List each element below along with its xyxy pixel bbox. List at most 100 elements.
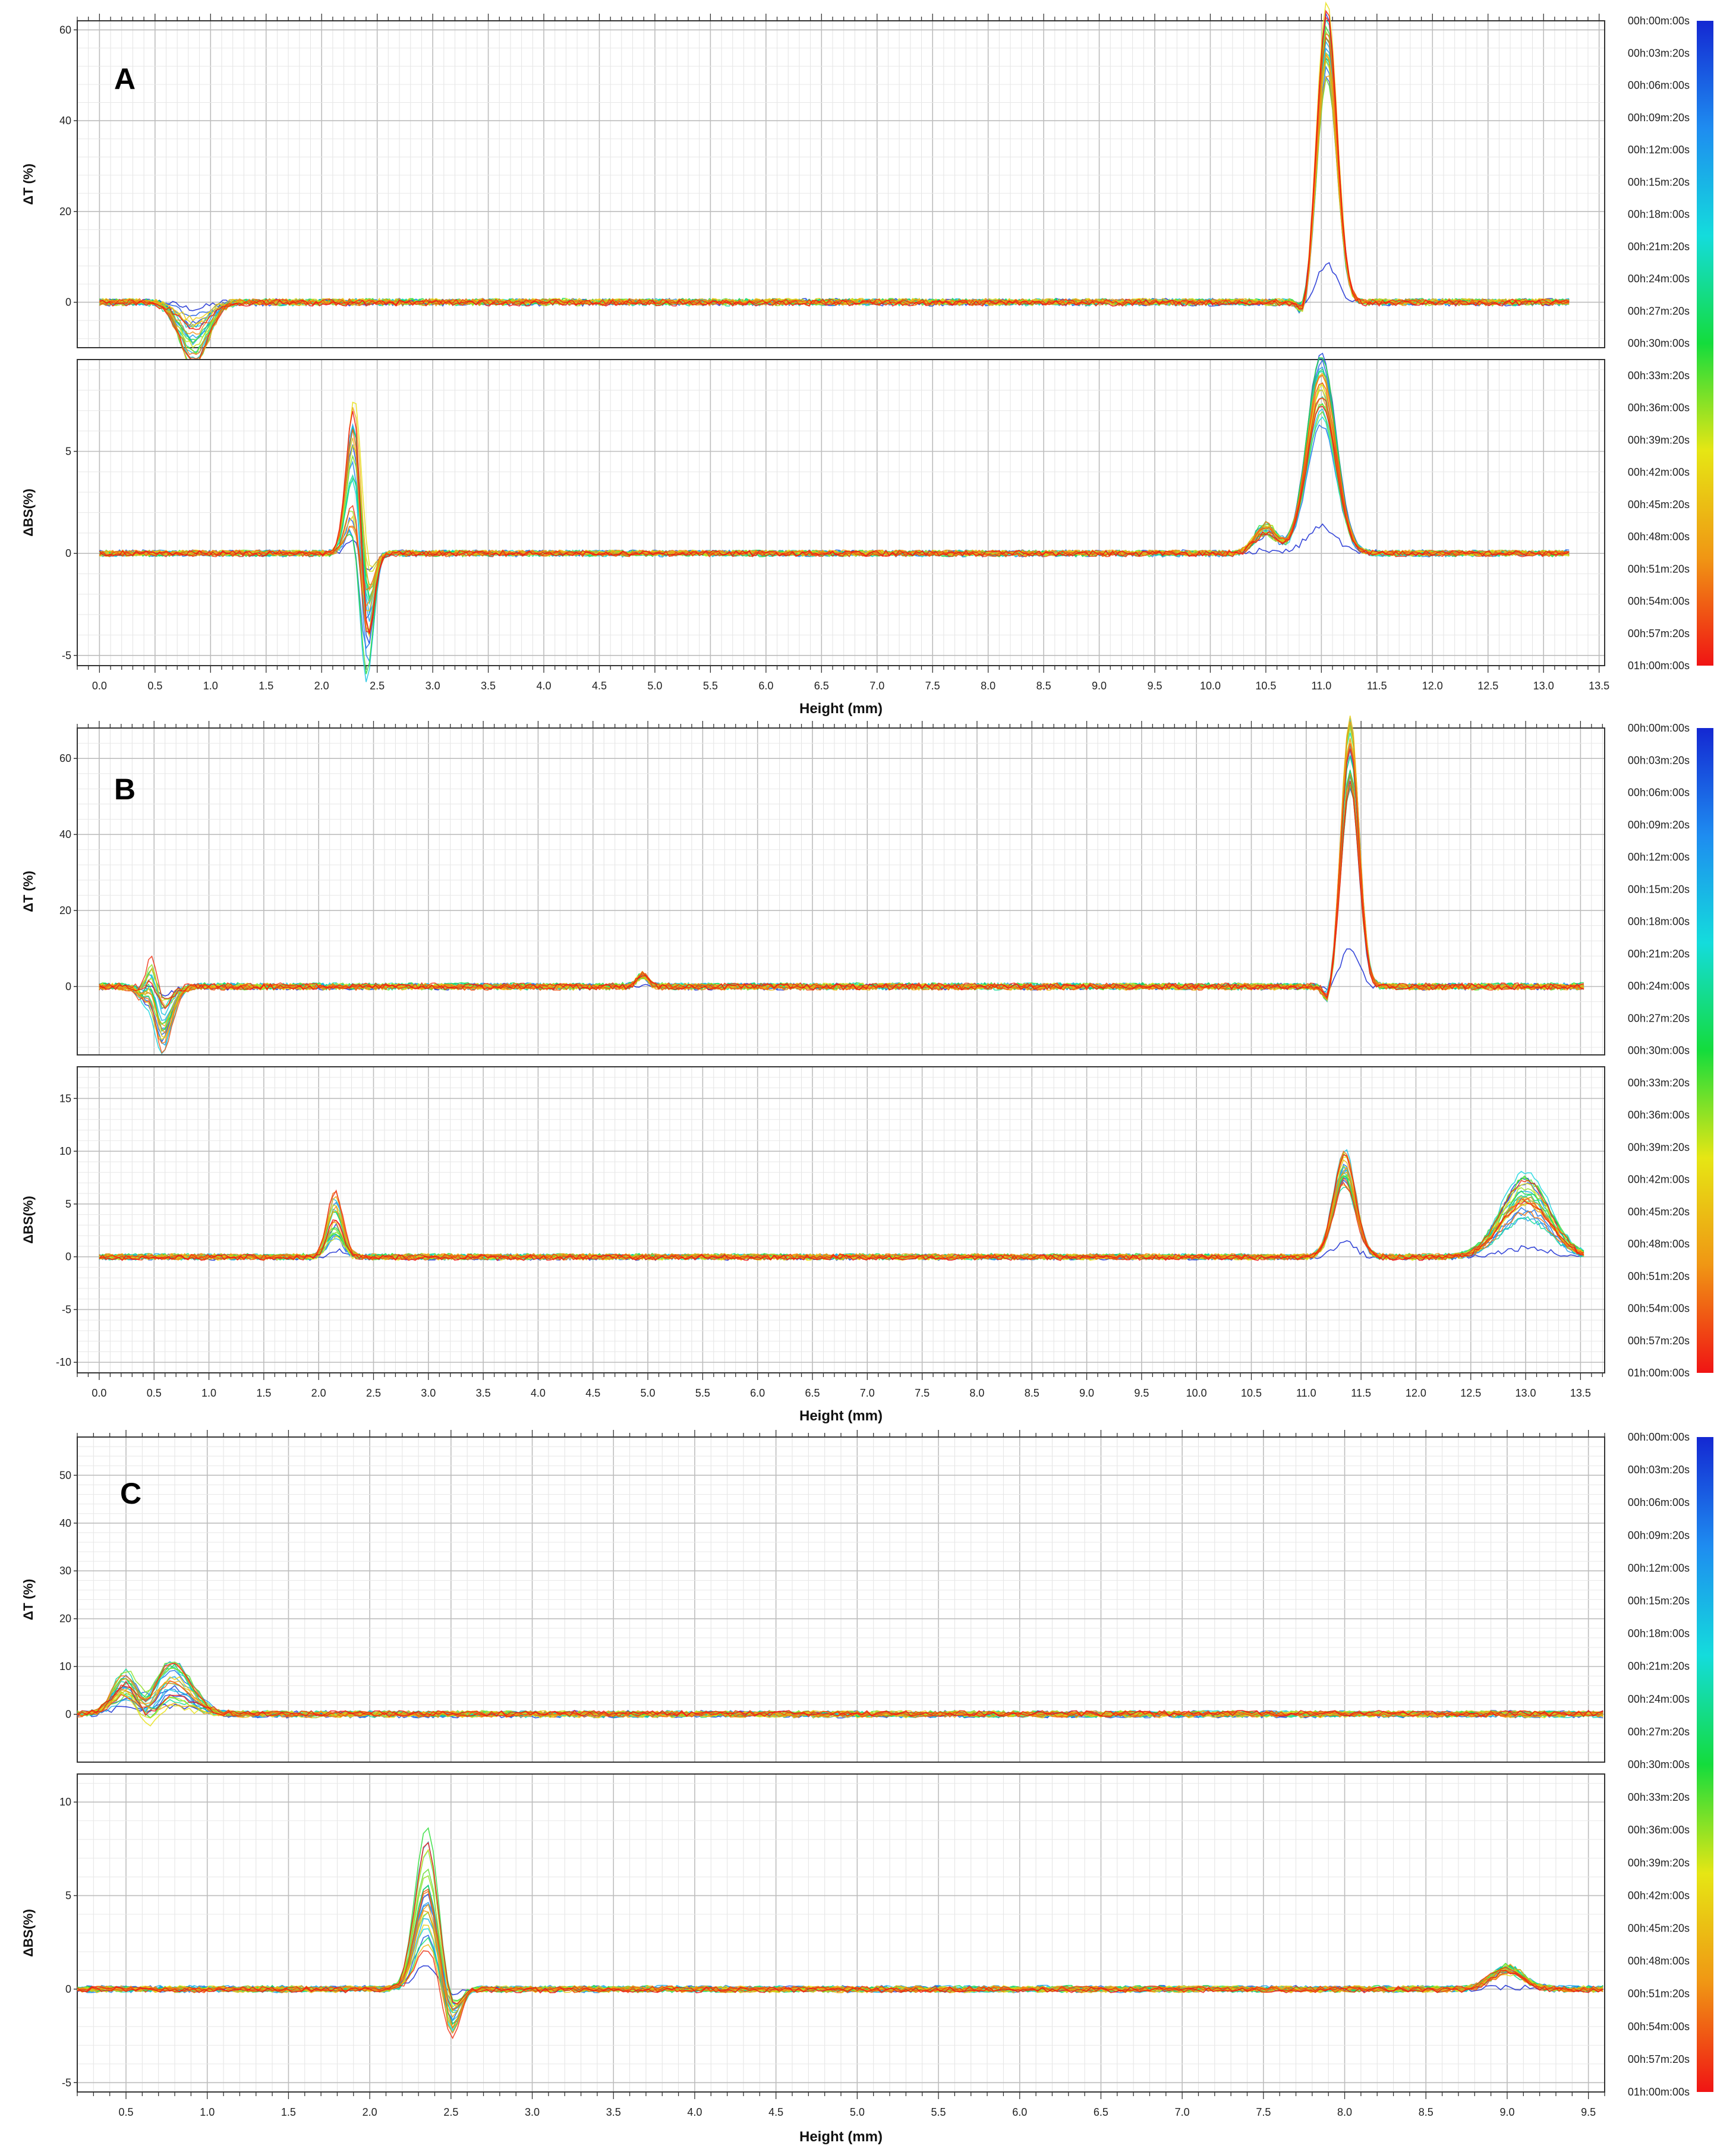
- y-tick-label: 0: [65, 1709, 71, 1721]
- profile-curve-25: [99, 15, 1570, 364]
- x-tick-label: 3.5: [606, 2106, 621, 2118]
- x-tick-label: 3.0: [426, 680, 440, 692]
- color-bar: [1697, 21, 1713, 666]
- grid: [77, 1066, 1605, 1373]
- time-label: 00h:21m:20s: [1628, 1661, 1690, 1672]
- y-tick-label: -10: [56, 1356, 71, 1368]
- time-label: 00h:36m:00s: [1628, 1109, 1690, 1121]
- y-tick-label: 30: [59, 1565, 71, 1577]
- x-axis-label: Height (mm): [799, 2129, 883, 2145]
- x-tick-label: 13.5: [1570, 1387, 1591, 1399]
- x-tick-label: 6.0: [758, 680, 773, 692]
- time-label: 00h:18m:00s: [1628, 1628, 1690, 1640]
- y-axis-label: ΔBS(%): [21, 1909, 36, 1957]
- profile-curves: [99, 716, 1584, 1055]
- profile-curve-22: [99, 1166, 1584, 1260]
- x-tick-label: 5.5: [703, 680, 718, 692]
- time-label: 00h:48m:00s: [1628, 1955, 1690, 1967]
- y-tick-label: 20: [59, 206, 71, 218]
- profile-curve-23: [77, 1662, 1603, 1718]
- time-label: 00h:12m:00s: [1628, 144, 1690, 156]
- profile-curve-25: [99, 1179, 1584, 1261]
- x-tick-label: 5.0: [647, 680, 662, 692]
- x-tick-label: 10.0: [1186, 1387, 1207, 1399]
- x-tick-label: 6.0: [1012, 2106, 1027, 2118]
- x-tick-label: 8.0: [969, 1387, 984, 1399]
- time-label: 00h:48m:00s: [1628, 531, 1690, 543]
- time-label: 00h:21m:20s: [1628, 948, 1690, 960]
- x-tick-label: 4.0: [537, 680, 552, 692]
- time-color-legend: 00h:00m:00s 00h:03m:20s 00h:06m:00s 00h:09m…: [1628, 1431, 1713, 2098]
- x-tick-label: 12.5: [1460, 1387, 1481, 1399]
- time-label: 00h:42m:00s: [1628, 1174, 1690, 1186]
- x-tick-label: 4.5: [585, 1387, 600, 1399]
- x-tick-label: 3.0: [421, 1387, 436, 1399]
- x-tick-label: 3.0: [525, 2106, 540, 2118]
- time-label: 00h:36m:00s: [1628, 402, 1690, 414]
- x-tick-label: 6.5: [1094, 2106, 1108, 2118]
- x-tick-label: 0.5: [147, 680, 162, 692]
- backscattering-plot: -10 -5 0 5 10 15 ΔBS(%): [21, 1066, 1605, 1380]
- panel-letter: B: [114, 773, 136, 806]
- x-tick-label: 4.0: [531, 1387, 546, 1399]
- x-tick-label: 3.5: [476, 1387, 491, 1399]
- time-label: 00h:51m:20s: [1628, 1270, 1690, 1282]
- time-label: 00h:27m:20s: [1628, 1012, 1690, 1024]
- y-axis-label: ΔBS(%): [21, 1196, 36, 1244]
- x-minor-ticks: [77, 1373, 1603, 1380]
- x-tick-label: 4.0: [687, 2106, 702, 2118]
- time-label: 00h:21m:20s: [1628, 241, 1690, 253]
- y-tick-label: 10: [59, 1796, 71, 1808]
- y-tick-label: 0: [65, 1983, 71, 1995]
- time-label: 00h:00m:00s: [1628, 722, 1690, 734]
- x-tick-label: 1.0: [201, 1387, 216, 1399]
- plot-frame: [77, 727, 1605, 1055]
- time-label: 00h:45m:20s: [1628, 1923, 1690, 1934]
- x-tick-label: 7.0: [1175, 2106, 1190, 2118]
- y-axis-ticks: 0 10 20 30 40 50: [59, 1469, 77, 1721]
- x-tick-label: 7.5: [1256, 2106, 1271, 2118]
- x-minor-ticks: [77, 14, 1600, 21]
- time-label: 00h:57m:20s: [1628, 628, 1690, 639]
- time-label: 01h:00m:00s: [1628, 660, 1690, 672]
- time-label: 00h:03m:20s: [1628, 1464, 1690, 1476]
- x-tick-label: 13.0: [1516, 1387, 1536, 1399]
- y-tick-label: 40: [59, 115, 71, 127]
- panel-c: 0 10 20 30 40 50 ΔT (%) -5 0 5 10 ΔBS(%) 0.5 1.0 1.5 2.…: [21, 1430, 1713, 2145]
- time-label: 00h:15m:20s: [1628, 176, 1690, 188]
- time-label: 00h:30m:00s: [1628, 338, 1690, 349]
- plot-frame: [77, 1066, 1605, 1373]
- y-tick-label: 20: [59, 1613, 71, 1625]
- time-label: 00h:18m:00s: [1628, 916, 1690, 928]
- time-label: 00h:09m:20s: [1628, 112, 1690, 124]
- y-tick-label: 0: [65, 1251, 71, 1263]
- time-label: 00h:45m:20s: [1628, 499, 1690, 511]
- x-tick-label: 11.5: [1351, 1387, 1371, 1399]
- grid: [77, 1436, 1605, 1763]
- y-axis-label: ΔT (%): [21, 871, 36, 912]
- x-tick-label: 1.5: [259, 680, 273, 692]
- x-tick-label: 9.5: [1134, 1387, 1149, 1399]
- x-tick-label: 11.0: [1312, 680, 1332, 692]
- time-label: 00h:12m:00s: [1628, 1562, 1690, 1574]
- time-label: 00h:57m:20s: [1628, 2053, 1690, 2065]
- time-label: 00h:06m:00s: [1628, 787, 1690, 799]
- time-label: 00h:51m:20s: [1628, 1988, 1690, 2000]
- profile-curve-26: [77, 1842, 1603, 2005]
- transmission-plot: 0 20 40 60 ΔT (%): [21, 1, 1605, 367]
- x-tick-labels: 0.5 1.0 1.5 2.0 2.5 3.0 3.5 4.0 4.5 5.0 5.5 6.0 6.5 7…: [119, 2106, 1596, 2118]
- time-label: 00h:54m:00s: [1628, 595, 1690, 607]
- x-tick-label: 9.0: [1079, 1387, 1094, 1399]
- time-label: 01h:00m:00s: [1628, 1367, 1690, 1379]
- y-tick-label: 50: [59, 1469, 71, 1481]
- panel-letter: C: [120, 1477, 141, 1510]
- x-tick-label: 10.0: [1200, 680, 1221, 692]
- x-minor-ticks: [77, 1430, 1605, 1437]
- x-tick-label: 10.5: [1255, 680, 1276, 692]
- time-label: 00h:42m:00s: [1628, 467, 1690, 478]
- time-label: 00h:12m:00s: [1628, 851, 1690, 863]
- plot-background: [77, 1067, 1605, 1373]
- grid: [77, 360, 1605, 666]
- y-tick-label: 0: [65, 981, 71, 992]
